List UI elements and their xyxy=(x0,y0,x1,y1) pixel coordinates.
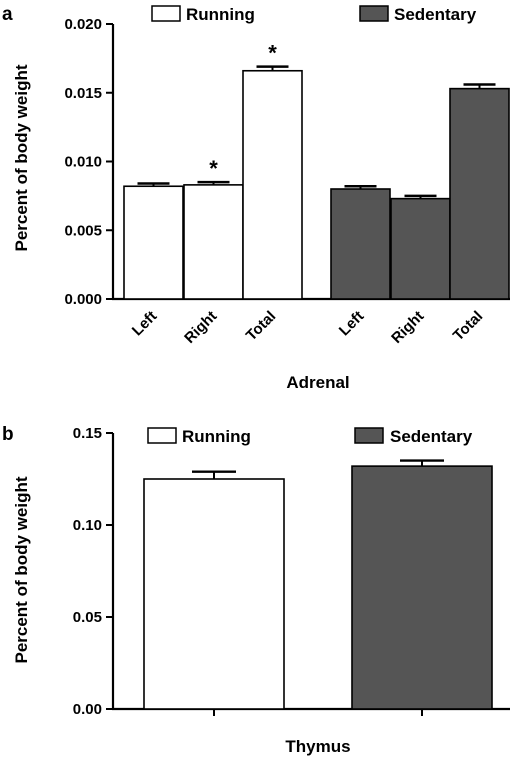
panel-a-y-axis-title: Percent of body weight xyxy=(12,64,31,251)
legend-a-sedentary-swatch xyxy=(359,5,389,22)
legend-b-running-swatch xyxy=(147,427,177,444)
panel-b: b Running Sedentary Percent of body weig… xyxy=(2,424,510,756)
panel-a-bar xyxy=(123,185,184,300)
panel-b-y-tick-label: 0.05 xyxy=(73,609,102,626)
panel-a-x-axis-title: Adrenal xyxy=(286,373,349,392)
legend-b-running-label: Running xyxy=(182,427,251,446)
panel-a-plot: 0.000 0.005 0.010 0.015 0.020 Left * Right * Tota… xyxy=(64,16,510,347)
panel-a-significance-mark: * xyxy=(268,41,277,66)
panel-b-bar xyxy=(143,478,285,710)
panel-a-bar xyxy=(390,197,451,300)
panel-b-bar xyxy=(351,465,493,710)
panel-a-x-tick-label: Right xyxy=(388,308,427,347)
panel-a-bar xyxy=(242,69,303,300)
legend-a-sedentary-label: Sedentary xyxy=(394,5,477,24)
panel-b-plot: 0.00 0.05 0.10 0.15 xyxy=(73,425,510,718)
panel-a-x-tick-label: Left xyxy=(129,308,160,339)
panel-a-bar xyxy=(183,184,244,300)
panel-a-x-tick-label: Left xyxy=(336,308,367,339)
legend-a-running-label: Running xyxy=(186,5,255,24)
panel-a-x-tick-label: Total xyxy=(243,308,280,345)
panel-a-bar xyxy=(449,87,510,300)
panel-b-label: b xyxy=(2,424,14,445)
panel-a: a Running Sedentary Percent of body weig… xyxy=(2,4,510,392)
panel-a-y-tick-label: 0.015 xyxy=(64,85,102,102)
panel-a-significance-mark: * xyxy=(209,156,218,181)
panel-b-x-axis-title: Thymus xyxy=(285,737,350,756)
legend-b-sedentary-swatch xyxy=(354,427,384,444)
panel-a-bar xyxy=(330,188,391,300)
panel-b-y-tick-label: 0.00 xyxy=(73,701,102,718)
legend-b-sedentary-label: Sedentary xyxy=(390,427,473,446)
panel-a-y-tick-label: 0.000 xyxy=(64,291,102,308)
panel-a-y-tick-label: 0.010 xyxy=(64,154,102,171)
panel-b-y-axis-title: Percent of body weight xyxy=(12,476,31,663)
panel-a-y-tick-label: 0.005 xyxy=(64,222,102,239)
panel-b-y-tick-label: 0.10 xyxy=(73,517,102,534)
panel-b-y-tick-label: 0.15 xyxy=(73,425,102,442)
legend-a-running-swatch xyxy=(151,5,181,22)
panel-a-x-tick-label: Right xyxy=(181,308,220,347)
panel-a-x-tick-label: Total xyxy=(450,308,487,345)
panel-a-label: a xyxy=(2,4,13,25)
panel-a-y-tick-label: 0.020 xyxy=(64,16,102,33)
